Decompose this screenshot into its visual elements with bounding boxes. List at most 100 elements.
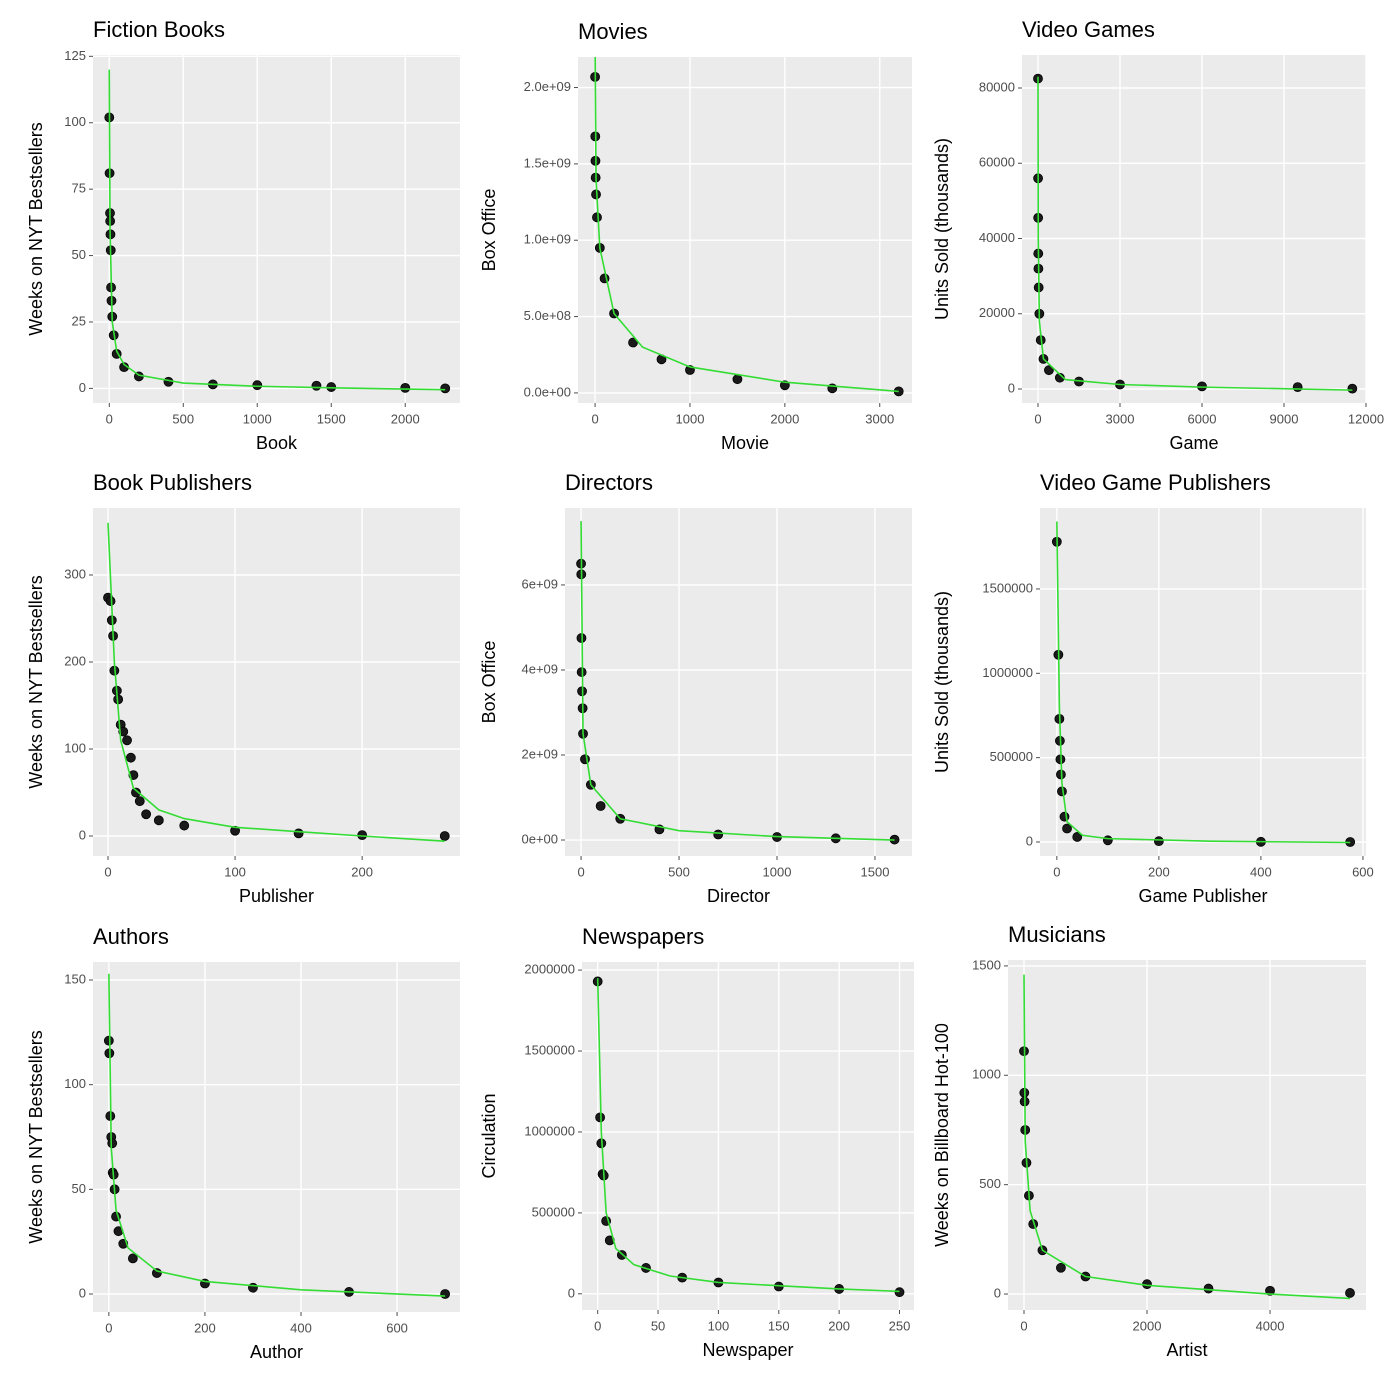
point — [151, 1268, 162, 1278]
y-tick-label: 0 — [79, 827, 86, 842]
y-axis-label: Box Office — [479, 641, 499, 724]
y-tick-label: 60000 — [979, 155, 1015, 170]
y-tick-label: 0 — [79, 380, 86, 395]
point — [125, 752, 136, 763]
x-tick-label: 2000 — [1133, 1318, 1162, 1333]
y-tick-label: 125 — [64, 48, 86, 63]
fit-line — [580, 521, 895, 841]
x-tick-label: 200 — [351, 864, 373, 879]
y-tick-label: 50 — [72, 1181, 86, 1196]
y-tick-label: 1500000 — [524, 1042, 575, 1057]
y-tick-label: 80000 — [979, 79, 1015, 94]
y-tick-label: 150 — [64, 971, 86, 986]
point — [628, 337, 638, 348]
y-tick-label: 1000000 — [524, 1123, 575, 1138]
panel-background — [1022, 55, 1366, 403]
point — [103, 1035, 114, 1046]
y-tick-label: 100 — [64, 1076, 86, 1091]
point — [1072, 832, 1083, 842]
chart-title: Fiction Books — [93, 17, 225, 42]
y-tick-label: 500 — [979, 1176, 1001, 1191]
plot-area — [592, 976, 905, 1298]
x-tick-label: 9000 — [1270, 411, 1299, 426]
chart-title: Video Games — [1022, 17, 1155, 42]
panel-background — [93, 962, 460, 1312]
x-tick-label: 0 — [1053, 864, 1060, 879]
y-axis-label: Units Sold (thousands) — [932, 591, 952, 773]
chart-title: Movies — [578, 19, 648, 44]
plot-area — [576, 521, 900, 845]
y-tick-label: 25 — [72, 313, 86, 328]
point — [293, 828, 304, 839]
x-tick-label: 3000 — [1106, 411, 1135, 426]
point — [1203, 1283, 1214, 1294]
y-axis-label: Weeks on NYT Bestsellers — [26, 1030, 46, 1243]
y-tick-label: 1500000 — [982, 580, 1033, 595]
y-axis-label: Circulation — [479, 1093, 499, 1178]
y-tick-label: 200 — [64, 653, 86, 668]
x-axis-label: Author — [250, 1342, 303, 1362]
plot-area — [590, 57, 904, 397]
x-tick-label: 0 — [1020, 1318, 1027, 1333]
x-tick-label: 100 — [224, 864, 246, 879]
point — [141, 809, 152, 820]
plot-area — [1051, 521, 1356, 847]
x-tick-label: 0 — [591, 411, 598, 426]
plot-area — [1019, 974, 1355, 1300]
point — [107, 1138, 118, 1149]
point — [153, 815, 164, 826]
point — [400, 382, 411, 393]
fit-line — [1056, 521, 1351, 844]
y-tick-label: 0 — [994, 1285, 1001, 1300]
y-tick-label: 4e+09 — [521, 661, 558, 676]
point — [592, 212, 602, 223]
panel-background — [1008, 960, 1366, 1310]
x-tick-label: 200 — [1148, 864, 1170, 879]
chart-title: Book Publishers — [93, 470, 252, 495]
x-tick-label: 1000 — [763, 864, 792, 879]
point — [134, 796, 145, 807]
point — [230, 825, 240, 836]
y-axis-label: Units Sold (thousands) — [932, 138, 952, 320]
point — [1347, 383, 1358, 394]
x-tick-label: 50 — [651, 1318, 665, 1333]
y-axis-label: Box Office — [479, 189, 499, 272]
point — [732, 374, 743, 385]
panel-background — [578, 57, 912, 403]
point — [595, 801, 606, 811]
y-tick-label: 0 — [1026, 833, 1033, 848]
y-tick-label: 300 — [64, 566, 86, 581]
point — [1265, 1285, 1275, 1296]
fit-line — [108, 973, 446, 1297]
x-tick-label: 2000 — [770, 411, 799, 426]
x-tick-label: 600 — [1352, 864, 1374, 879]
point — [127, 1253, 138, 1264]
x-tick-label: 3000 — [865, 411, 894, 426]
x-axis-label: Game — [1169, 433, 1218, 453]
y-tick-label: 2e+09 — [521, 746, 558, 761]
y-tick-label: 500000 — [990, 749, 1033, 764]
chart-title: Newspapers — [582, 924, 704, 949]
plot-area — [103, 522, 450, 843]
panel-background — [93, 508, 460, 856]
x-tick-label: 1000 — [243, 411, 272, 426]
point — [252, 380, 263, 391]
y-tick-label: 75 — [72, 181, 86, 196]
fit-line — [107, 522, 445, 843]
y-tick-label: 2.0e+09 — [524, 79, 571, 94]
point — [894, 1287, 905, 1298]
point — [1059, 811, 1070, 822]
point — [311, 380, 322, 391]
y-tick-label: 100 — [64, 114, 86, 129]
point — [131, 787, 141, 798]
y-tick-label: 0.0e+00 — [524, 384, 571, 399]
x-tick-label: 500 — [172, 411, 194, 426]
point — [1062, 823, 1072, 834]
chart-title: Authors — [93, 924, 169, 949]
x-tick-label: 500 — [668, 864, 690, 879]
fit-line — [1037, 76, 1353, 391]
fit-line — [596, 978, 900, 1293]
x-tick-label: 4000 — [1256, 1318, 1285, 1333]
point — [440, 1289, 451, 1299]
point — [713, 829, 724, 840]
